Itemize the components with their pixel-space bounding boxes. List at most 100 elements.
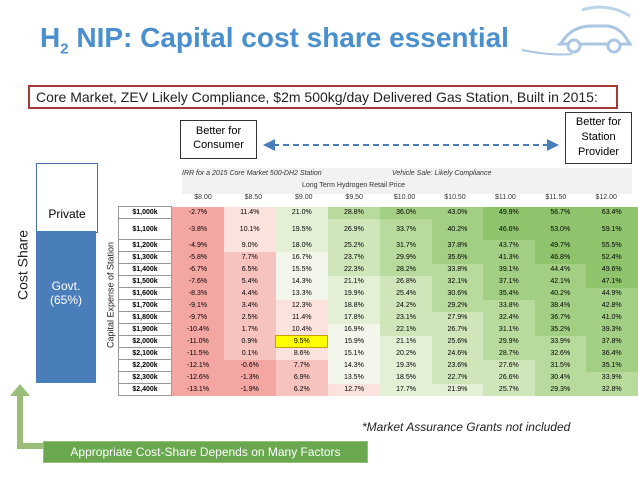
table-header-title: IRR for a 2015 Core Market 500-DH2 Stati… xyxy=(182,170,322,177)
irr-cell: 37.8% xyxy=(431,239,484,252)
irr-cell: -9.1% xyxy=(171,299,224,312)
irr-cell: 7.7% xyxy=(275,359,328,372)
row-label: $1,500k xyxy=(117,275,173,288)
table-row: $2,000k -11.0% 0.9% 9.5% 15.9% 21.1% 25.6% 29.9… xyxy=(117,335,638,348)
irr-cell: 4.4% xyxy=(223,287,276,300)
price-header-cell: $9.00 xyxy=(295,194,313,201)
irr-cell: 47.1% xyxy=(585,275,638,288)
cost-share-factors-box: Appropriate Cost-Share Depends on Many F… xyxy=(43,441,368,463)
irr-cell: 22.1% xyxy=(380,323,432,336)
price-header-cell: $8.00 xyxy=(194,194,212,201)
table-row: $2,100k -11.5% 0.1% 8.6% 15.1% 20.2% 24.6% 28.7… xyxy=(117,347,638,360)
table-row: $1,300k -5.8% 7.7% 16.7% 23.7% 29.9% 35.6% 41.3… xyxy=(117,251,638,264)
govt-pct: (65%) xyxy=(49,293,82,307)
price-header-row: $8.00 $8.50 $9.00 $9.50 $10.00 $10.50 $11.00 $1… xyxy=(175,194,627,206)
irr-cell: 26.7% xyxy=(431,323,484,336)
irr-cell: 14.3% xyxy=(327,359,381,372)
irr-cell: 32.1% xyxy=(431,275,484,288)
irr-cell: 40.2% xyxy=(534,287,586,300)
irr-cell: 28.2% xyxy=(380,263,432,276)
irr-cell: 33.9% xyxy=(585,371,638,384)
irr-cell: 30.6% xyxy=(431,287,484,300)
irr-cell: 38.4% xyxy=(534,299,586,312)
irr-cell: -4.9% xyxy=(171,239,224,252)
irr-cell: 37.1% xyxy=(483,275,535,288)
irr-cell: -9.7% xyxy=(171,311,224,324)
table-row: $1,800k -9.7% 2.5% 11.4% 17.8% 23.1% 27.9% 32.4… xyxy=(117,311,638,324)
irr-cell: 26.9% xyxy=(327,218,381,240)
irr-cell: 13.3% xyxy=(275,287,328,300)
irr-cell: 16.9% xyxy=(327,323,381,336)
elbow-arrow-icon xyxy=(10,384,44,449)
irr-cell: 3.4% xyxy=(223,299,276,312)
price-header-cell: $10.00 xyxy=(393,194,416,201)
irr-cell: -7.6% xyxy=(171,275,224,288)
irr-cell: 14.3% xyxy=(275,275,328,288)
irr-cell: 18.5% xyxy=(380,371,432,384)
irr-cell: 12.3% xyxy=(275,299,328,312)
irr-cell: 28.8% xyxy=(327,206,381,219)
irr-cell: 10.4% xyxy=(275,323,328,336)
irr-cell: 39.3% xyxy=(585,323,638,336)
irr-cell: 2.5% xyxy=(223,311,276,324)
irr-cell: 49.7% xyxy=(534,239,586,252)
irr-cell: 33.7% xyxy=(380,218,432,240)
irr-cell: 41.0% xyxy=(585,311,638,324)
irr-cell: -13.1% xyxy=(171,383,224,396)
irr-cell: 6.9% xyxy=(275,371,328,384)
irr-cell: 10.1% xyxy=(223,218,276,240)
irr-cell: -6.7% xyxy=(171,263,224,276)
irr-cell: -12.6% xyxy=(171,371,224,384)
irr-cell: 49.9% xyxy=(483,206,535,219)
irr-cell: -0.6% xyxy=(223,359,276,372)
row-label: $1,800k xyxy=(117,311,173,324)
irr-cell: 6.5% xyxy=(223,263,276,276)
irr-cell: 46.8% xyxy=(534,251,586,264)
irr-cell: 36.0% xyxy=(380,206,432,219)
irr-cell: 27.9% xyxy=(431,311,484,324)
irr-cell: 52.4% xyxy=(585,251,638,264)
price-header-cell: $11.50 xyxy=(545,194,567,201)
irr-cell: 7.7% xyxy=(223,251,276,264)
cost-share-label: Cost Share xyxy=(15,230,31,300)
irr-cell: 26.6% xyxy=(483,371,535,384)
table-row: $1,000k -2.7% 11.4% 21.0% 28.8% 36.0% 43.0% 49.… xyxy=(117,206,638,219)
irr-cell: 40.2% xyxy=(431,218,484,240)
irr-cell: 21.0% xyxy=(275,206,328,219)
irr-cell: 0.9% xyxy=(223,335,276,348)
price-header-cell: $11.00 xyxy=(494,194,516,201)
irr-cell: 24.2% xyxy=(380,299,432,312)
irr-cell: 25.7% xyxy=(483,383,535,396)
irr-cell: 36.4% xyxy=(585,347,638,360)
irr-cell: 16.7% xyxy=(275,251,328,264)
irr-cell: -12.1% xyxy=(171,359,224,372)
irr-cell: 1.7% xyxy=(223,323,276,336)
row-label: $1,300k xyxy=(117,251,173,264)
irr-cell: 30.4% xyxy=(534,371,586,384)
title-pre: H xyxy=(40,22,61,53)
irr-cell: 37.8% xyxy=(585,335,638,348)
table-row: $1,600k -8.3% 4.4% 13.3% 19.9% 25.4% 30.6% 35.4… xyxy=(117,287,638,300)
price-header-cell: $10.50 xyxy=(444,194,466,201)
table-row: $1,400k -6.7% 6.5% 15.5% 22.3% 28.2% 33.8% 39.1… xyxy=(117,263,638,276)
irr-cell: 59.1% xyxy=(585,218,638,240)
irr-cell: 32.4% xyxy=(483,311,535,324)
irr-cell: 5.4% xyxy=(223,275,276,288)
irr-cell: 21.1% xyxy=(327,275,381,288)
irr-cell: 63.4% xyxy=(585,206,638,219)
irr-cell: 44.9% xyxy=(585,287,638,300)
row-label: $1,100k xyxy=(117,218,173,240)
irr-cell: 0.1% xyxy=(223,347,276,360)
title-rest: NIP: Capital cost share essential xyxy=(68,22,509,53)
irr-cell: 13.5% xyxy=(327,371,381,384)
irr-cell: 36.7% xyxy=(534,311,586,324)
cost-share-text: Cost Share xyxy=(15,230,31,300)
table-row: $1,500k -7.6% 5.4% 14.3% 21.1% 26.8% 32.1% 37.1… xyxy=(117,275,638,288)
irr-cell: 31.7% xyxy=(380,239,432,252)
irr-cell: -1.3% xyxy=(223,371,276,384)
irr-cell: 21.9% xyxy=(431,383,484,396)
irr-cell: 33.8% xyxy=(483,299,535,312)
row-label: $1,900k xyxy=(117,323,173,336)
table-header: IRR for a 2015 Core Market 500-DH2 Stati… xyxy=(182,168,632,194)
irr-cell: 19.9% xyxy=(327,287,381,300)
